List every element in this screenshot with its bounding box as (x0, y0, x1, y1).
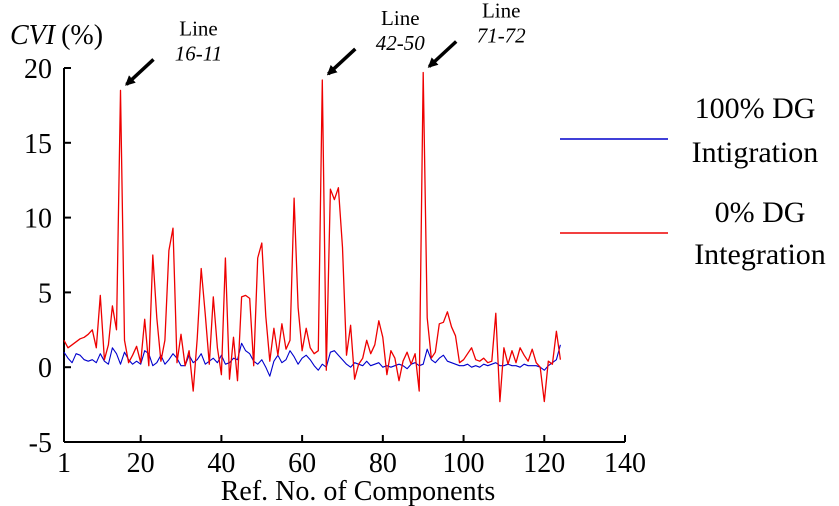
y-tick-label: 20 (24, 54, 52, 85)
annotation-label-id: 71-72 (477, 23, 526, 47)
y-tick-label: 0 (38, 353, 52, 384)
y-axis-title: CVI (%) (10, 20, 103, 51)
y-tick-label: 15 (24, 129, 52, 160)
x-tick-label: 120 (523, 448, 565, 479)
y-tick-label: 5 (38, 278, 52, 309)
annotation-arrow (427, 40, 458, 68)
x-tick-label: 140 (604, 448, 646, 479)
legend-label-red-line2: Integration (694, 238, 826, 271)
annotation-label-line: Line (381, 6, 419, 30)
annotation-label-line: Line (179, 16, 217, 40)
series-layer (63, 71, 562, 403)
annotation-arrow (326, 47, 357, 76)
x-tick-label: 80 (369, 448, 397, 479)
annotation-label-line: Line (482, 0, 520, 22)
x-tick-label: 100 (443, 448, 485, 479)
legend-label-blue-line2: Intigration (692, 136, 819, 169)
series-line-100pct-dg (63, 342, 561, 377)
y-axis-title-unit: (%) (61, 20, 103, 51)
x-tick-label: 60 (288, 448, 316, 479)
legend-label-red-line1: 0% DG (715, 196, 806, 229)
annotation-label-id: 42-50 (376, 31, 425, 55)
annotation-label-id: 16-11 (175, 41, 222, 65)
y-tick-label: -5 (29, 428, 52, 459)
legend: 100% DG Intigration 0% DG Integration (560, 92, 826, 271)
x-tick-label: 40 (207, 448, 235, 479)
x-tick-label: 20 (127, 448, 155, 479)
annotation-arrow (125, 58, 155, 86)
series-line-0pct-dg (63, 71, 562, 403)
y-tick-label: 10 (24, 204, 52, 235)
y-axis-title-italic: CVI (10, 20, 57, 51)
legend-label-blue-line1: 100% DG (695, 92, 816, 125)
x-tick-label: 1 (57, 448, 71, 479)
x-axis-title: Ref. No. of Components (221, 476, 496, 506)
